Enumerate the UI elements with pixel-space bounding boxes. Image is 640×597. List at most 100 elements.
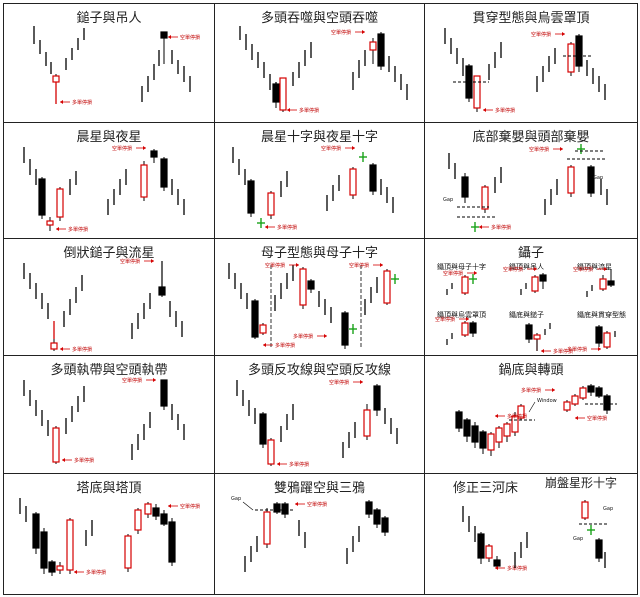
panel-title: 母子型態與母子十字 [260,246,378,261]
panel-title: 底部棄嬰與頭部棄嬰 [472,130,590,145]
candlestick-chart: 多單停損 空單停損 [23,377,185,464]
stop-loss-label: 多單停損 [277,224,297,231]
candle-bearish [40,531,48,569]
stop-loss-annotation: 空單停損 [295,501,327,508]
stop-loss-label: 空單停損 [443,270,463,277]
candle-bearish [587,385,595,393]
stop-loss-label: 空單停損 [503,266,523,273]
panel-title: 鍋底與轉頭 [498,363,564,378]
candle-bullish [581,501,589,519]
candle-bearish [373,385,381,411]
stop-loss-label: 空單停損 [587,415,607,422]
panel-title: 修正三河床 [453,481,519,496]
candlestick-chart: Gap 空單停損 [231,496,389,572]
stop-loss-label: 空單停損 [180,503,200,510]
candlestick-chart: 多單停損 空單停損 [33,26,200,106]
candlestick-chart: 多單停損 空單停損 [19,498,200,576]
candlestick-chart: 多單停損 Gap Gap 崩盤星形十字 [462,475,617,572]
arrow-head [474,271,477,275]
pattern-panel: 塔底與塔頂 多單停損 空單停損 [3,473,215,595]
stop-loss-annotation: 空單停損 [168,34,200,41]
candle-bearish [150,150,158,158]
candle-bullish [46,220,54,226]
candle-bullish [567,43,575,73]
candle-bearish [168,521,176,563]
subpattern-title: 鑷底與貫穿型態 [577,310,626,319]
stop-loss-label: 多單停損 [86,569,106,576]
candle-bullish [461,322,469,336]
arrow-head [60,100,63,104]
pattern-panel: 倒狀鎚子與流星 多單停損 空單停損 [3,238,215,356]
candle-bullish [50,342,58,350]
stop-loss-label: 多單停損 [553,348,573,355]
stop-loss-label: 空單停損 [329,379,349,386]
candle-bullish [259,324,267,334]
panel-title: 多頭執帶與空頭執帶 [50,363,168,378]
candle-bullish [603,332,611,348]
arrow-head [265,225,268,229]
pattern-panel: 晨星十字與夜星十字 多單停損 空單停損 [214,122,425,239]
arrow-head [295,502,298,506]
stop-loss-label: 空單停損 [349,262,369,269]
stop-loss-annotation: 多單停損 [263,342,295,349]
panel-title: 晨星十字與夜星十字 [260,130,378,145]
gap-label: Gap [593,175,603,181]
candlestick-chart: 多單停損 空單停損 [239,26,408,114]
candle-bullish [511,415,519,433]
stop-loss-annotation: 多單停損 [265,224,297,231]
gap-label: Gap [573,536,583,542]
stop-loss-label: 空單停損 [307,501,327,508]
stop-loss-annotation: 多單停損 [60,346,92,353]
candle-bearish [365,501,373,515]
candle-bullish [279,77,287,111]
stop-loss-annotation: 空單停損 [120,258,154,265]
arrow-head [598,347,601,351]
candle-bearish [595,387,603,397]
candle-bearish [369,164,377,192]
stop-loss-annotation: 多單停損 [495,413,527,420]
candlestick-chart: 多單停損 空單停損 [23,258,183,353]
candle-bullish [563,401,571,411]
window-label: Window [537,398,557,404]
candle-bullish [571,395,579,405]
stop-loss-label: 多單停損 [72,346,92,353]
subpattern-title: 鑷頂與吊人 [509,262,544,271]
candle-bullish [52,427,60,463]
stop-loss-label: 空單停損 [265,262,285,269]
candle-bearish [471,425,479,443]
candle-bullish [579,387,587,399]
pattern-panel: 多頭執帶與空頭執帶 多單停損 空單停損 [3,355,215,474]
stop-loss-annotation: 空單停損 [329,379,363,386]
panel-title: 鎚子與吊人 [76,11,142,26]
candle-bearish [455,411,463,429]
candle-bearish [463,419,471,437]
stop-loss-label: 多單停損 [299,107,319,114]
candle-bullish [363,409,371,437]
candle-bearish [603,395,611,411]
stop-loss-annotation: 多單停損 [293,333,327,340]
candle-bearish [281,503,289,515]
stop-loss-label: 多單停損 [74,457,94,464]
stop-loss-annotation: 多單停損 [541,348,573,355]
arrow-head [60,347,63,351]
candle-bearish [251,300,259,338]
candle-bearish [272,83,280,103]
stop-loss-label: 多單停損 [507,413,527,420]
stop-loss-label: 多單停損 [491,224,511,231]
panel-title: 鑷子 [517,246,544,261]
candlestick-chart: 多單停損 空單停損 [444,28,606,114]
candle-bullish [487,433,495,451]
stop-loss-annotation: 空單停損 [331,29,365,36]
arrow-head [495,414,498,418]
arrow-head [604,267,607,271]
candle-bearish [32,513,40,549]
candle-bearish [247,180,255,214]
candle-bearish [377,33,385,67]
stop-loss-annotation: 空單停損 [503,266,537,273]
stop-loss-annotation: 空單停損 [349,262,383,269]
candle-bearish [158,286,166,296]
candle-bearish [539,274,547,282]
